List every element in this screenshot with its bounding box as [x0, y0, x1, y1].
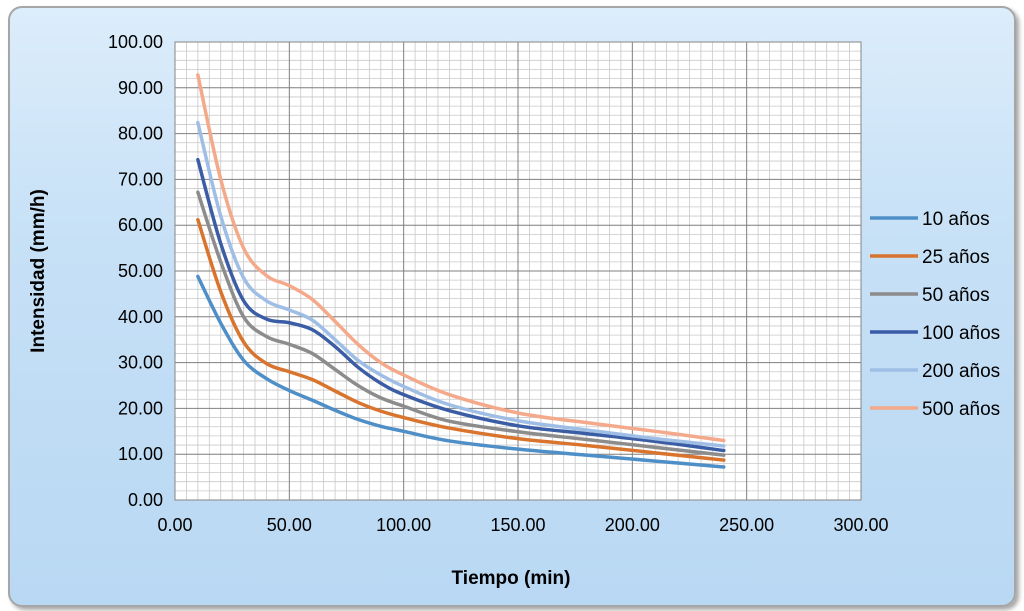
y-tick-label: 30.00	[118, 353, 163, 373]
series-line	[196, 157, 726, 453]
y-tick-label: 40.00	[118, 307, 163, 327]
y-tick-label: 0.00	[128, 490, 163, 510]
y-axis-title: Intensidad (mm/h)	[28, 189, 49, 353]
x-tick-label: 150.00	[490, 515, 545, 535]
x-axis-title: Tiempo (min)	[452, 568, 571, 589]
x-tick-label: 300.00	[833, 515, 888, 535]
series-line	[196, 120, 726, 448]
y-tick-label: 90.00	[118, 78, 163, 98]
series-line	[196, 274, 726, 469]
legend-label: 500 años	[922, 399, 1000, 420]
x-tick-label: 50.00	[267, 515, 312, 535]
x-tick-labels: 0.00 50.00 100.00 150.00 200.00 250.00 300.00	[157, 515, 888, 535]
y-tick-label: 50.00	[118, 261, 163, 281]
x-tick-label: 100.00	[376, 515, 431, 535]
y-tick-label: 10.00	[118, 444, 163, 464]
y-tick-labels: 0.00 10.00 20.00 30.00 40.00 50.00 60.00 70.00 8…	[108, 32, 163, 510]
legend-label: 25 años	[922, 247, 990, 268]
legend-label: 200 años	[922, 361, 1000, 382]
x-tick-label: 250.00	[719, 515, 774, 535]
series-lines	[196, 73, 726, 469]
legend-label: 50 años	[922, 285, 990, 306]
legend-label: 10 años	[922, 209, 990, 230]
y-tick-label: 80.00	[118, 124, 163, 144]
legend-label: 100 años	[922, 323, 1000, 344]
series-line	[196, 217, 726, 462]
y-tick-label: 20.00	[118, 398, 163, 418]
y-tick-label: 70.00	[118, 169, 163, 189]
plot-border	[174, 41, 862, 501]
x-tick-label: 200.00	[605, 515, 660, 535]
x-tick-label: 0.00	[157, 515, 192, 535]
y-tick-label: 60.00	[118, 215, 163, 235]
legend: 10 años 25 años 50 años 100 años 200 años 500…	[870, 209, 1000, 420]
series-line	[196, 190, 726, 457]
y-tick-label: 100.00	[108, 32, 163, 52]
series-line	[196, 73, 726, 443]
